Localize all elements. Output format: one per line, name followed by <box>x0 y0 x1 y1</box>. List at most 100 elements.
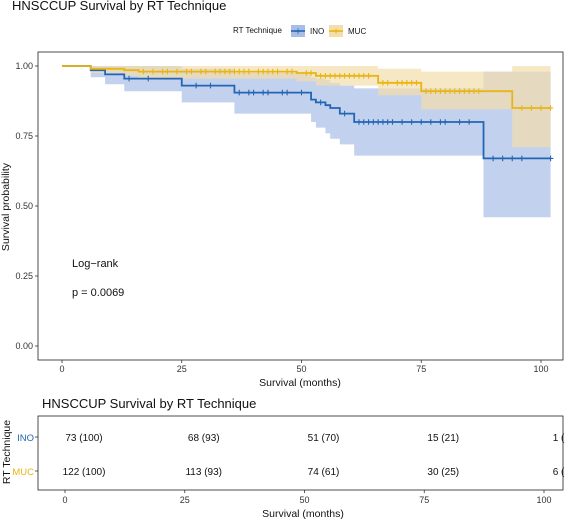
censor-mark-ino <box>509 155 516 162</box>
censor-mark-muc <box>471 88 477 94</box>
censor-mark-ino <box>298 89 305 96</box>
survival-curve-ino <box>62 65 551 160</box>
y-tick-label: 0.75 <box>15 131 33 141</box>
censor-mark-muc <box>394 80 401 86</box>
censor-mark-muc <box>447 88 453 94</box>
censor-mark-ino <box>380 119 386 125</box>
censor-mark-muc <box>341 73 348 79</box>
censor-mark-ino <box>519 155 525 162</box>
censor-mark-muc <box>317 73 324 79</box>
censor-mark-muc <box>284 68 290 75</box>
censor-mark-muc <box>466 88 472 94</box>
censor-mark-muc <box>327 73 334 79</box>
risk-row-label-ino: INO <box>17 433 34 444</box>
x-tick-label: 50 <box>296 364 306 374</box>
censor-mark-muc <box>451 88 458 94</box>
censor-mark-muc <box>413 80 420 86</box>
censor-mark-muc <box>365 73 372 79</box>
legend-label-muc: MUC <box>348 27 366 36</box>
risk-table: INO 73 (100) 68 (93) 51 (70) 15 (21) 1 (1) MUC… <box>12 415 565 505</box>
censor-mark-muc <box>547 105 554 111</box>
censor-mark-ino <box>418 119 425 125</box>
censor-mark-muc <box>437 88 444 94</box>
risk-cell: 30 (25) <box>427 467 459 478</box>
censor-mark-muc <box>360 73 367 79</box>
censor-mark-muc <box>226 68 233 75</box>
censor-mark-ino <box>145 75 152 82</box>
censor-mark-muc <box>222 68 228 75</box>
legend-plus-muc: + <box>332 27 340 37</box>
y-tick-label: 0.50 <box>15 201 33 211</box>
censor-mark-muc <box>303 70 310 76</box>
censor-mark-muc <box>384 80 391 86</box>
censor-mark-ino <box>389 119 396 125</box>
censor-mark-muc <box>442 88 448 94</box>
censor-mark-muc <box>432 88 439 94</box>
risk-table-x-title: Survival (months) <box>262 508 344 520</box>
x-tick-label: 0 <box>59 364 64 374</box>
censor-mark-muc <box>212 68 219 75</box>
censor-mark-ino <box>437 119 444 125</box>
censor-mark-muc <box>322 73 329 79</box>
censor-mark-muc <box>255 68 262 75</box>
censor-mark-muc <box>159 68 166 75</box>
censor-mark-ino <box>360 119 367 125</box>
risk-table-panel <box>37 415 564 491</box>
risk-cell: 68 (93) <box>188 433 220 444</box>
censor-mark-muc <box>538 105 544 111</box>
censor-mark-muc <box>461 88 468 94</box>
censor-mark-ino <box>126 75 132 82</box>
censor-mark-ino <box>341 110 348 117</box>
censor-mark-muc <box>260 68 266 75</box>
risk-cell: 74 (61) <box>308 467 340 478</box>
censor-mark-ino <box>490 155 496 162</box>
censor-mark-ino <box>370 119 377 125</box>
censor-mark-ino <box>466 119 472 125</box>
censor-mark-muc <box>274 68 281 75</box>
censor-mark-muc <box>202 68 209 75</box>
censor-mark-muc <box>456 88 463 94</box>
censor-mark-muc <box>236 68 243 75</box>
censor-mark-muc <box>246 68 252 75</box>
censor-mark-muc <box>399 80 405 86</box>
censor-mark-muc <box>140 68 147 75</box>
censor-mark-ino <box>384 119 391 125</box>
censor-mark-muc <box>174 68 180 75</box>
survival-plot: 0.00 0.25 0.50 0.75 1.00 0 25 50 75 100 <box>15 51 564 374</box>
risk-cell: 15 (21) <box>427 433 459 444</box>
risk-x-tick-label: 0 <box>62 495 67 505</box>
censor-mark-ino <box>356 119 362 125</box>
censor-mark-muc <box>265 68 271 75</box>
censor-mark-ino <box>365 119 372 125</box>
censor-mark-muc <box>519 105 525 111</box>
risk-table-y-title: RT Technique <box>1 420 13 484</box>
x-tick-label: 25 <box>177 364 187 374</box>
logrank-label: Log−rank <box>72 258 119 270</box>
censor-mark-muc <box>241 68 247 75</box>
x-axis-title: Survival (months) <box>259 377 341 389</box>
censor-mark-muc <box>528 105 535 111</box>
censor-mark-ino <box>236 89 243 96</box>
censor-mark-muc <box>380 80 386 86</box>
censor-mark-muc <box>150 68 156 75</box>
censor-mark-ino <box>456 119 463 125</box>
censor-mark-ino <box>279 89 286 96</box>
censor-mark-muc <box>423 88 429 94</box>
censor-mark-ino <box>260 89 266 96</box>
censor-mark-muc <box>183 68 190 75</box>
censor-mark-ino <box>265 89 271 96</box>
risk-cell: 1 (1) <box>553 433 565 444</box>
risk-x-tick-label: 75 <box>419 495 429 505</box>
censor-mark-muc <box>308 70 314 76</box>
y-tick-label: 0.00 <box>15 341 33 351</box>
censor-mark-muc <box>289 68 295 75</box>
censor-mark-muc <box>269 68 276 75</box>
legend-plus-ino: + <box>294 27 302 37</box>
censor-mark-muc <box>404 80 410 86</box>
censor-mark-muc <box>337 73 343 79</box>
risk-cell: 73 (100) <box>65 433 102 444</box>
censor-mark-ino <box>547 155 554 162</box>
censor-mark-ino <box>408 119 415 125</box>
censor-mark-muc <box>428 88 434 94</box>
